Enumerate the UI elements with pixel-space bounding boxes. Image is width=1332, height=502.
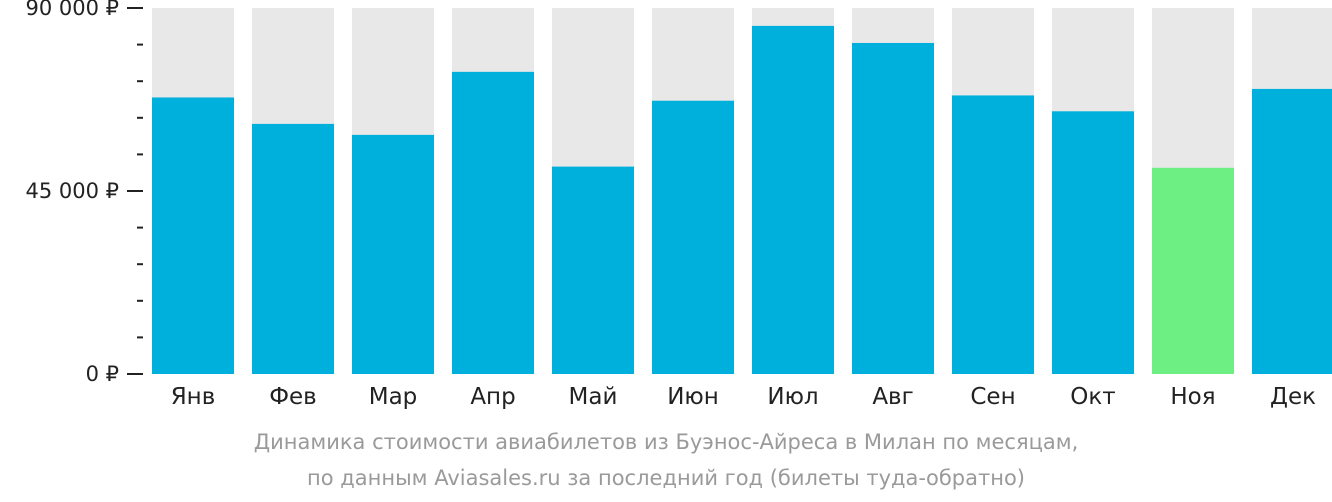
x-tick-label: Дек: [1270, 384, 1316, 410]
bar-5[interactable]: [552, 166, 634, 374]
x-tick-label: Июн: [667, 384, 719, 410]
y-tick-label: 45 000 ₽: [25, 179, 119, 203]
bar-6[interactable]: [652, 100, 734, 374]
y-tick-label: 90 000 ₽: [25, 0, 119, 20]
y-axis: 0 ₽ 45 000 ₽ 90 000 ₽: [25, 0, 143, 386]
x-tick-label: Авг: [872, 384, 913, 410]
bar-4[interactable]: [452, 71, 534, 374]
x-tick-label: Апр: [470, 384, 515, 410]
bar-12[interactable]: [1252, 88, 1332, 374]
y-tick-label: 0 ₽: [86, 362, 119, 386]
bar-10[interactable]: [1052, 111, 1134, 374]
x-tick-label: Июл: [767, 384, 818, 410]
x-tick-label: Фев: [269, 384, 317, 410]
bars: [152, 8, 1332, 375]
x-axis: Янв Фев Мар Апр Май Июн Июл Авг Сен Окт Ноя Дек: [171, 384, 1316, 410]
bar-1[interactable]: [152, 97, 234, 374]
bar-3[interactable]: [352, 134, 434, 374]
x-tick-label: Окт: [1070, 384, 1115, 410]
x-tick-label: Сен: [970, 384, 1015, 410]
bar-11[interactable]: [1152, 167, 1234, 374]
bar-7[interactable]: [752, 25, 834, 374]
bar-9[interactable]: [952, 95, 1034, 374]
bar-2[interactable]: [252, 123, 334, 375]
bar-chart: 0 ₽ 45 000 ₽ 90 000 ₽ Янв Фев Мар Апр Май Июн Ию…: [25, 0, 1332, 410]
x-tick-label: Мар: [369, 384, 418, 410]
x-tick-label: Май: [569, 384, 618, 410]
bar-8[interactable]: [852, 42, 934, 375]
x-tick-label: Янв: [171, 384, 216, 410]
chart-caption-line-1: Динамика стоимости авиабилетов из Буэнос…: [253, 430, 1079, 454]
chart-caption-line-2: по данным Aviasales.ru за последний год …: [307, 466, 1025, 490]
x-tick-label: Ноя: [1170, 384, 1215, 410]
